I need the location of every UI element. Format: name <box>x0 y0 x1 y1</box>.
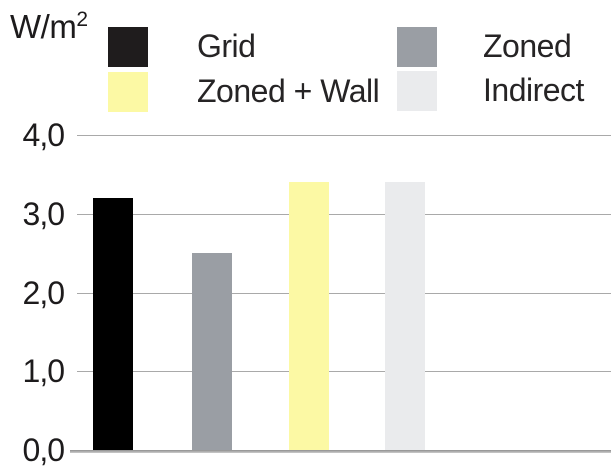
ytick-label-1,0: 1,0 <box>22 353 65 389</box>
legend-label-grid: Grid <box>197 28 256 64</box>
bar-zoned-wall <box>289 182 329 450</box>
ytick-label-3,0: 3,0 <box>22 196 65 232</box>
unit-exponent: 2 <box>76 8 88 31</box>
gridline-y-1,0 <box>77 371 611 372</box>
bar-grid <box>93 198 133 450</box>
ytick-label-2,0: 2,0 <box>22 275 65 311</box>
legend-label-indirect: Indirect <box>483 72 584 108</box>
y-axis-unit-label: W/m2 <box>10 8 88 46</box>
ytick-label-4,0: 4,0 <box>22 117 65 153</box>
legend-swatch-zoned-wall <box>108 72 148 112</box>
gridline-y-3,0 <box>77 214 611 215</box>
ytick-label-0,0: 0,0 <box>22 432 65 468</box>
gridline-y-2,0 <box>77 293 611 294</box>
legend-label-zoned-wall: Zoned + Wall <box>197 73 380 109</box>
unit-base: W/m <box>10 8 77 45</box>
bar-indirect <box>385 182 425 450</box>
legend-swatch-zoned <box>397 27 437 67</box>
bar-zoned <box>192 253 232 450</box>
gridline-y-4,0 <box>77 135 611 136</box>
legend-swatch-indirect <box>397 71 437 111</box>
legend-label-zoned: Zoned <box>483 28 572 64</box>
legend-swatch-grid <box>108 27 148 67</box>
x-axis-baseline <box>70 450 611 453</box>
